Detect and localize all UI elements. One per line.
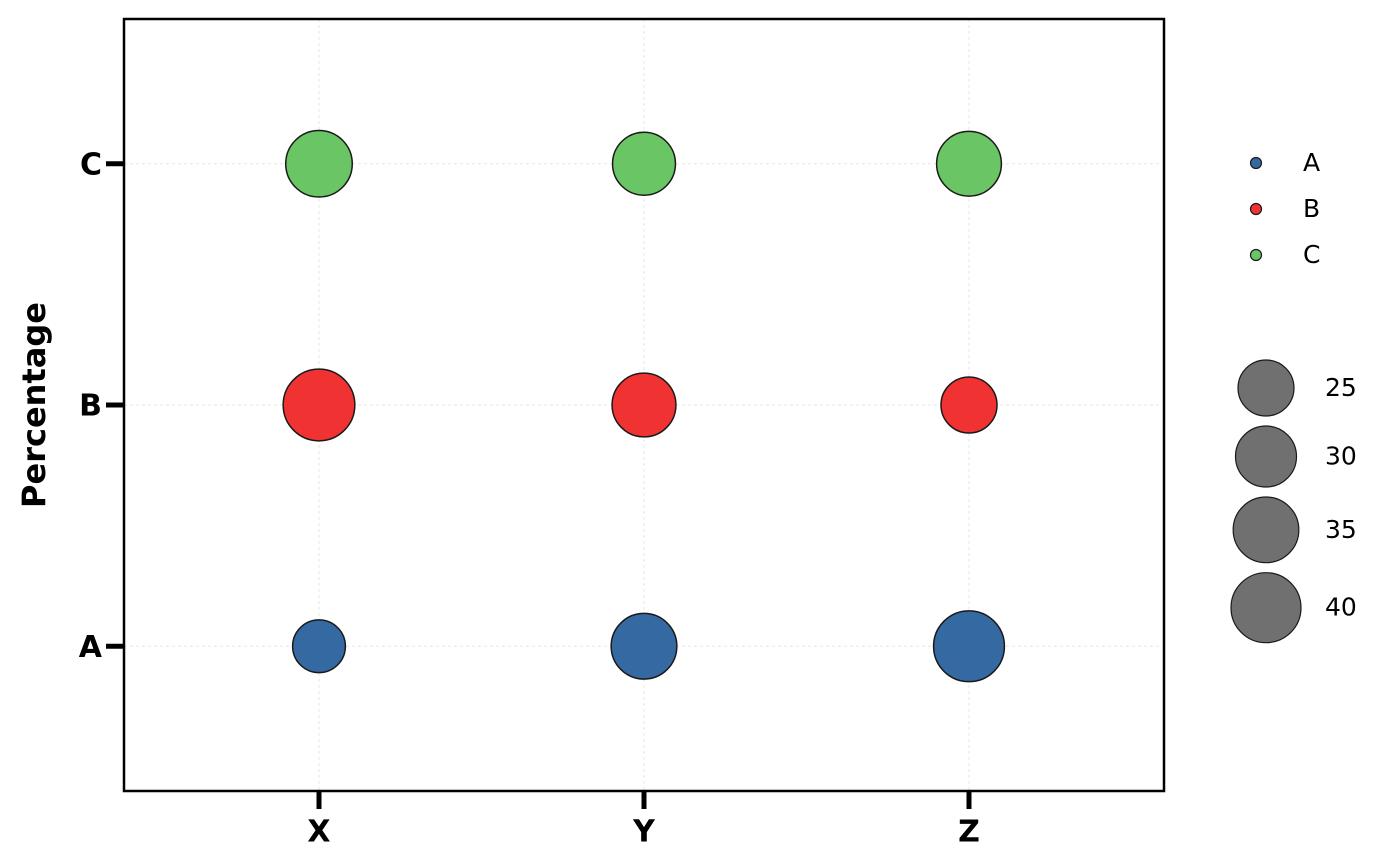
bubble xyxy=(940,376,998,434)
y-tick-label: A xyxy=(79,630,103,665)
legend-marker xyxy=(1249,202,1263,216)
legend-label: C xyxy=(1303,240,1320,269)
bubble xyxy=(282,368,356,442)
bubble xyxy=(291,619,347,674)
bubble xyxy=(932,610,1006,683)
plot-frame xyxy=(122,17,1166,793)
x-tick-label: X xyxy=(307,815,330,850)
size-legend-marker xyxy=(1230,572,1302,644)
legend-label: A xyxy=(1303,148,1320,177)
x-tick-label: Z xyxy=(958,815,980,850)
size-legend-label: 25 xyxy=(1325,373,1357,402)
bubble xyxy=(610,612,678,680)
size-legend-label: 35 xyxy=(1325,515,1357,544)
legend-label: B xyxy=(1303,194,1320,223)
bubble xyxy=(935,130,1003,197)
y-tick-label: B xyxy=(79,389,102,424)
y-axis-label: Percentage xyxy=(15,302,53,508)
size-legend-label: 30 xyxy=(1325,442,1357,471)
bubble xyxy=(611,372,677,438)
x-tick-label: Y xyxy=(632,815,656,850)
legend-marker xyxy=(1249,156,1263,170)
bubble xyxy=(284,129,354,198)
size-legend-marker xyxy=(1237,359,1295,417)
size-legend-marker xyxy=(1234,425,1298,488)
size-legend-label: 40 xyxy=(1325,593,1357,622)
bubble xyxy=(611,131,677,196)
size-legend-marker xyxy=(1232,496,1300,564)
legend-marker xyxy=(1249,248,1263,262)
y-tick-label: C xyxy=(80,147,102,182)
